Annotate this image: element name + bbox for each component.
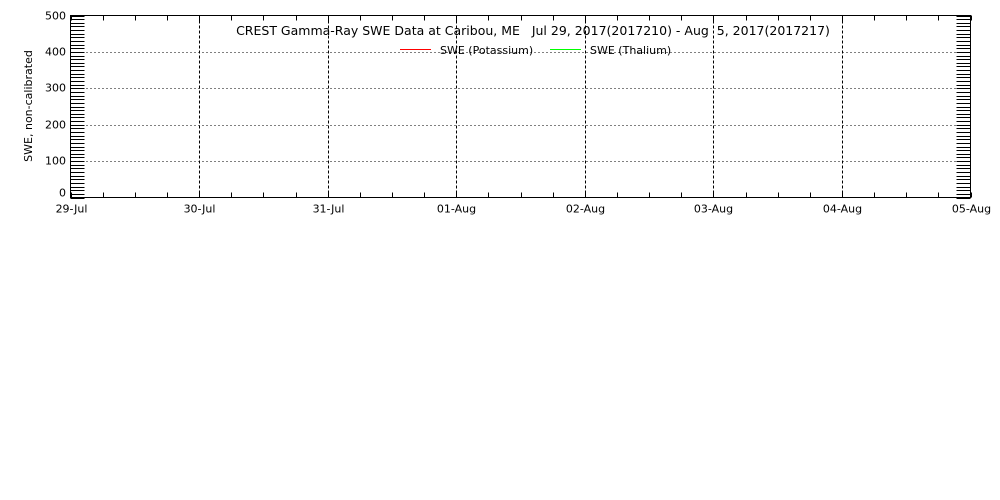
x-tick-labels: 29-Jul 30-Jul 31-Jul 01-Aug 02-Aug 03-Aug 04-A… (56, 203, 992, 216)
axis-ticks (70, 15, 972, 199)
y-tick-label: 400 (45, 46, 66, 59)
x-tick-label: 03-Aug (694, 203, 733, 216)
chart-title: CREST Gamma-Ray SWE Data at Caribou, ME … (236, 23, 830, 38)
x-tick-label: 31-Jul (313, 203, 345, 216)
x-tick-label: 01-Aug (437, 203, 476, 216)
x-tick-label: 04-Aug (823, 203, 862, 216)
x-tick-label: 02-Aug (566, 203, 605, 216)
x-tick-label: 29-Jul (56, 203, 88, 216)
grid-lines (70, 15, 971, 198)
plot-frame (70, 15, 971, 198)
legend: SWE (Potassium) SWE (Thalium) (400, 44, 671, 57)
y-tick-label: 100 (45, 155, 66, 168)
y-tick-label: 0 (59, 187, 66, 200)
x-tick-label: 05-Aug (952, 203, 991, 216)
y-axis-label: SWE, non-calibrated (22, 50, 35, 162)
legend-label-thalium: SWE (Thalium) (590, 44, 671, 57)
y-tick-label: 500 (45, 10, 66, 23)
y-tick-label: 200 (45, 119, 66, 132)
y-tick-labels: 0 100 200 300 400 500 (45, 10, 66, 200)
x-tick-label: 30-Jul (184, 203, 216, 216)
y-tick-label: 300 (45, 82, 66, 95)
legend-label-potassium: SWE (Potassium) (440, 44, 533, 57)
